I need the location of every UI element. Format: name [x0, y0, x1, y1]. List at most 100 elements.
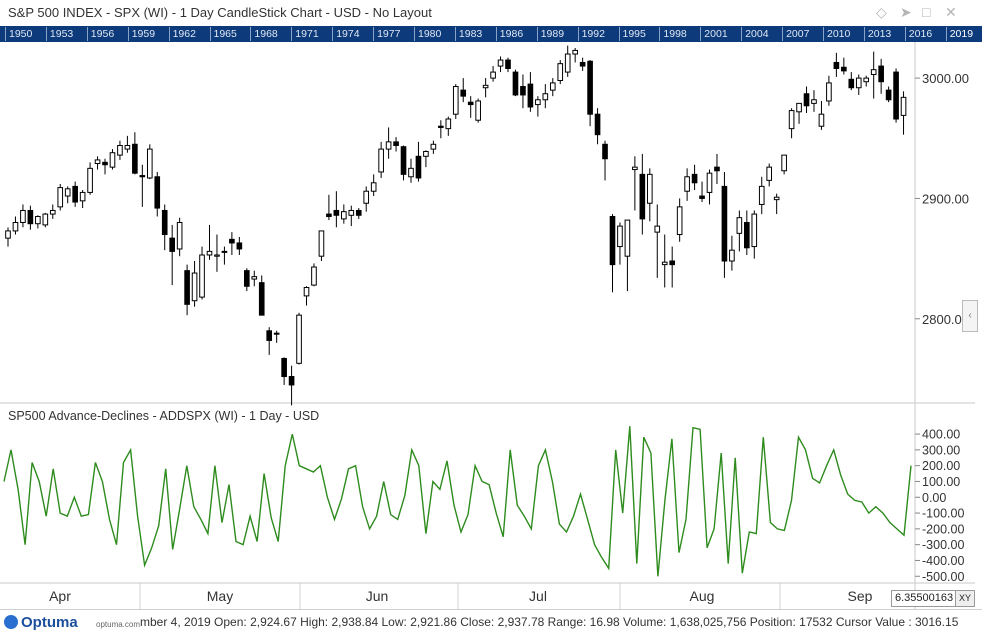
candle-body[interactable]	[139, 175, 146, 178]
year-1953[interactable]: 1953	[45, 27, 73, 41]
candle-body[interactable]	[579, 61, 586, 67]
candle-body[interactable]	[803, 93, 810, 107]
candle-body[interactable]	[109, 152, 116, 168]
candle-body[interactable]	[691, 173, 698, 184]
candle-body[interactable]	[296, 314, 302, 364]
year-2019[interactable]: 2019	[945, 27, 973, 41]
candle-body[interactable]	[154, 176, 161, 209]
candle-body[interactable]	[341, 211, 347, 220]
candle-body[interactable]	[497, 59, 504, 67]
year-1983[interactable]: 1983	[454, 27, 482, 41]
year-1971[interactable]: 1971	[291, 27, 319, 41]
candle-body[interactable]	[408, 167, 414, 178]
candle-body[interactable]	[370, 182, 377, 192]
candle-body[interactable]	[520, 86, 526, 96]
candle-body[interactable]	[788, 110, 795, 130]
year-1956[interactable]: 1956	[86, 27, 114, 41]
candle-body[interactable]	[781, 154, 787, 172]
candle-body[interactable]	[870, 69, 877, 75]
candle-body[interactable]	[348, 209, 355, 216]
candle-body[interactable]	[587, 60, 593, 115]
candle-body[interactable]	[117, 144, 123, 156]
year-1986[interactable]: 1986	[495, 27, 523, 41]
candle-body[interactable]	[684, 176, 690, 192]
candle-body[interactable]	[102, 161, 108, 166]
candle-body[interactable]	[176, 222, 183, 250]
candle-body[interactable]	[796, 102, 802, 113]
candle-body[interactable]	[229, 238, 235, 244]
candle-body[interactable]	[146, 148, 153, 179]
candle-body[interactable]	[490, 71, 496, 79]
candle-body[interactable]	[258, 282, 265, 316]
candle-body[interactable]	[20, 209, 26, 223]
candle-body[interactable]	[893, 71, 899, 120]
candle-body[interactable]	[423, 151, 429, 157]
candle-body[interactable]	[863, 77, 870, 83]
candle-body[interactable]	[535, 99, 541, 106]
candle-body[interactable]	[557, 63, 564, 82]
candle-body[interactable]	[363, 190, 370, 204]
axis-collapse-handle[interactable]: ‹	[962, 300, 978, 332]
candle-body[interactable]	[475, 100, 481, 121]
candle-body[interactable]	[184, 270, 190, 305]
candle-body[interactable]	[646, 173, 653, 204]
candle-body[interactable]	[818, 113, 825, 127]
candle-body[interactable]	[415, 155, 422, 179]
candle-body[interactable]	[549, 82, 556, 91]
candle-body[interactable]	[676, 206, 683, 236]
year-1977[interactable]: 1977	[373, 27, 400, 41]
candle-body[interactable]	[94, 159, 101, 165]
year-2004[interactable]: 2004	[741, 27, 769, 41]
candle-body[interactable]	[826, 82, 832, 102]
candle-body[interactable]	[326, 213, 332, 217]
candle-body[interactable]	[199, 254, 205, 298]
candle-body[interactable]	[900, 96, 907, 116]
year-1980[interactable]: 1980	[414, 27, 441, 41]
candle-body[interactable]	[721, 185, 728, 262]
candle-body[interactable]	[833, 61, 840, 69]
candle-body[interactable]	[452, 86, 459, 115]
candle-body[interactable]	[744, 222, 750, 249]
year-1968[interactable]: 1968	[250, 27, 278, 41]
year-1962[interactable]: 1962	[168, 27, 196, 41]
candle-body[interactable]	[811, 99, 817, 104]
candle-body[interactable]	[288, 376, 295, 386]
close-icon[interactable]: ✕	[945, 4, 957, 20]
candle-body[interactable]	[766, 166, 773, 181]
candle-body[interactable]	[161, 209, 168, 236]
diamond-icon[interactable]: ◇	[876, 4, 887, 20]
candle-body[interactable]	[512, 71, 519, 96]
candle-body[interactable]	[482, 84, 489, 89]
candle-body[interactable]	[42, 213, 49, 226]
candle-body[interactable]	[64, 188, 71, 197]
candle-body[interactable]	[751, 213, 758, 248]
candle-body[interactable]	[445, 118, 452, 130]
candle-body[interactable]	[639, 173, 646, 220]
candle-body[interactable]	[318, 230, 325, 257]
candle-body[interactable]	[542, 93, 549, 101]
candle-body[interactable]	[57, 187, 64, 208]
candle-body[interactable]	[251, 276, 258, 280]
candle-body[interactable]	[393, 141, 399, 146]
adv-decline-line[interactable]	[3, 426, 912, 577]
maximize-icon[interactable]: □	[922, 4, 931, 20]
candle-body[interactable]	[303, 286, 310, 297]
candle-body[interactable]	[654, 225, 661, 233]
candle-body[interactable]	[467, 101, 474, 106]
candle-body[interactable]	[378, 148, 384, 173]
year-1989[interactable]: 1989	[536, 27, 564, 41]
candle-body[interactable]	[430, 143, 437, 150]
candle-body[interactable]	[355, 209, 362, 216]
year-2007[interactable]: 2007	[782, 27, 809, 41]
candle-body[interactable]	[169, 237, 175, 252]
candle-body[interactable]	[400, 146, 407, 175]
candle-body[interactable]	[35, 215, 41, 225]
candle-body[interactable]	[333, 209, 340, 216]
year-navigation-strip[interactable]: 1950 1953 1956 1959 1962 1965 1968 1971 1974 1977…	[0, 26, 982, 42]
xy-mode-toggle[interactable]: XY	[955, 591, 974, 606]
candle-body[interactable]	[79, 191, 86, 202]
candle-body[interactable]	[758, 185, 765, 205]
candle-body[interactable]	[669, 260, 676, 266]
candle-body[interactable]	[594, 113, 601, 136]
candle-body[interactable]	[699, 195, 705, 199]
